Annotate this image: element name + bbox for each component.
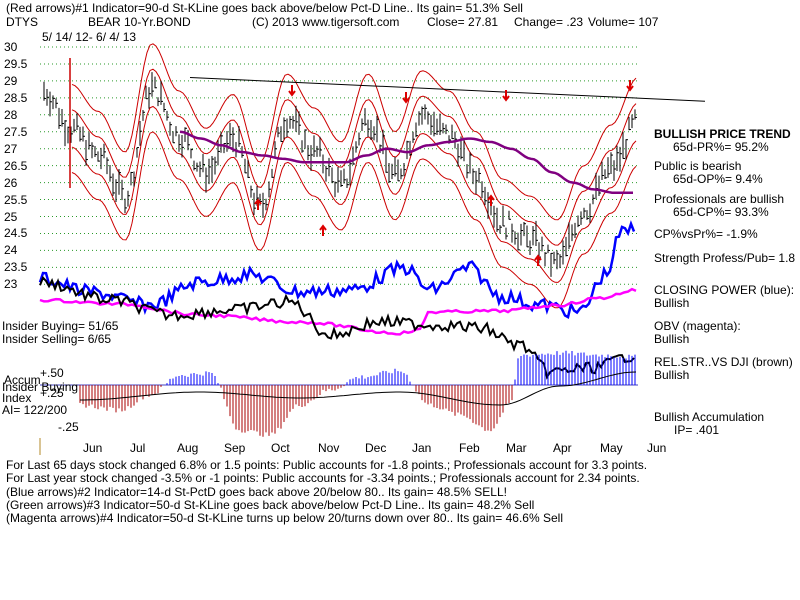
copyright-text: (C) 2013 www.tigersoft.com — [252, 15, 400, 29]
month-label: Jun — [647, 441, 666, 455]
close-value: Close= 27.81 — [427, 15, 499, 29]
rel-str-line — [39, 275, 635, 380]
inner-band — [71, 68, 637, 283]
price-bars — [43, 58, 637, 277]
public-status: Public is bearish — [654, 159, 742, 173]
resistance-line — [189, 77, 706, 102]
professionals-status: Professionals are bullish — [654, 192, 785, 206]
y-tick-label: 23 — [4, 277, 18, 292]
obv-title: OBV (magenta): — [654, 319, 741, 333]
y-tick-label: 30 — [4, 40, 18, 54]
sell-arrow — [288, 85, 296, 97]
lower-band-line — [71, 131, 637, 309]
y-tick-label: 23.5 — [4, 260, 28, 275]
month-label: Nov — [318, 441, 339, 455]
change-value: Change= .23 — [514, 15, 584, 29]
rel-str-path — [39, 275, 635, 380]
closing-power-line — [38, 220, 636, 319]
y-tick-label: 26.5 — [4, 158, 28, 173]
insider-buying-index-label: Insider Buying — [2, 380, 79, 394]
indicator-1-text: (Red arrows)#1 Indicator=90-d St-KLine g… — [6, 1, 523, 15]
upper-band-line — [71, 43, 637, 221]
moving-average-line — [179, 130, 633, 195]
pr-percent: 65d-PR%= 95.2% — [673, 140, 769, 154]
month-label: Sep — [224, 441, 246, 455]
y-tick-label: 27.5 — [4, 124, 28, 139]
closing-power-path — [38, 220, 636, 319]
symbol-label: DTYS — [6, 15, 39, 29]
accumulation-title: Bullish Accumulation — [654, 410, 765, 424]
signal-arrows — [254, 80, 634, 266]
month-label: Mar — [506, 441, 527, 455]
ip-mid-tick: +.25 — [40, 386, 64, 400]
month-label: May — [600, 441, 623, 455]
footer-line-4: (Green arrows)#3 Indicator=50-d St-KLine… — [6, 498, 535, 512]
inner-upper-band-line — [71, 68, 637, 246]
resistance-trendline — [189, 77, 706, 102]
cp-percent: 65d-CP%= 93.3% — [673, 205, 769, 219]
obv-line — [39, 287, 637, 336]
buy-arrow — [319, 224, 327, 236]
cp-vs-pr: CP%vsPr%= -1.9% — [654, 227, 758, 241]
accum-label: Accum — [4, 373, 41, 387]
y-tick-label: 29.5 — [4, 56, 28, 71]
op-percent: 65d-OP%= 9.4% — [673, 172, 763, 186]
insider-buying: Insider Buying= 51/65 — [2, 319, 119, 333]
footer-line-3: (Blue arrows)#2 Indicator=14-d St-PctD g… — [6, 485, 507, 499]
ip-top-tick: +.50 — [40, 366, 64, 380]
inner-lower-band-line — [71, 105, 637, 283]
y-tick-label: 28 — [4, 107, 18, 122]
month-label: Jan — [412, 441, 431, 455]
month-axis: Jun Jul Aug Sep Oct Nov Dec Jan Feb Mar Apr May Jun — [83, 441, 666, 455]
sell-arrow — [502, 90, 510, 102]
footer-line-2: For Last year stock changed -3.5% or -1 … — [6, 471, 640, 485]
month-label: Apr — [553, 441, 572, 455]
ip-neg-tick: -.25 — [58, 420, 79, 434]
obv-path — [39, 287, 637, 336]
month-label: Aug — [177, 441, 198, 455]
month-label: Jun — [83, 441, 102, 455]
upper-band — [71, 43, 637, 221]
insider-selling: Insider Selling= 6/65 — [2, 332, 112, 346]
month-label: Dec — [365, 441, 386, 455]
month-label: Oct — [271, 441, 290, 455]
y-tick-label: 24 — [4, 243, 18, 258]
lower-band — [71, 131, 637, 309]
ai-value: AI= 122/200 — [2, 403, 68, 417]
buy-arrow — [254, 198, 262, 210]
y-tick-label: 26 — [4, 175, 18, 190]
volume-value: Volume= 107 — [588, 15, 659, 29]
sell-arrow — [402, 92, 410, 104]
rel-str-status: Bullish — [654, 368, 690, 382]
y-tick-label: 25 — [4, 209, 18, 224]
strength-profess-pub: Strength Profess/Pub= 1.8 — [654, 251, 796, 265]
ip-value: IP= .401 — [674, 423, 720, 437]
sell-arrow — [626, 80, 634, 92]
security-name: BEAR 10-Yr.BOND — [88, 15, 191, 29]
y-tick-label: 25.5 — [4, 192, 28, 207]
date-range: 5/ 14/ 12- 6/ 4/ 13 — [42, 30, 137, 44]
y-tick-label: 27 — [4, 141, 18, 156]
obv-status: Bullish — [654, 332, 690, 346]
buy-arrow — [534, 254, 542, 266]
closing-power-status: Bullish — [654, 296, 690, 310]
closing-power-title: CLOSING POWER (blue): — [654, 283, 795, 297]
accumulation-ma-line — [80, 371, 637, 406]
y-tick-label: 24.5 — [4, 226, 28, 241]
month-label: Jul — [130, 441, 145, 455]
month-label: Feb — [459, 441, 480, 455]
y-tick-label: 29 — [4, 73, 18, 88]
footer-line-1: For Last 65 days stock changed 6.8% or 1… — [6, 458, 648, 472]
moving-average-path — [179, 130, 633, 195]
rel-str-title: REL.STR..VS DJI (brown) — [654, 355, 793, 369]
footer-line-5: (Magenta arrows)#4 Indicator=50-d St-KLi… — [6, 511, 563, 525]
price-trend-title: BULLISH PRICE TREND — [654, 127, 791, 141]
buy-arrow — [487, 194, 495, 206]
y-tick-label: 28.5 — [4, 90, 28, 105]
accumulation-histogram — [39, 350, 637, 455]
index-label: Index — [2, 391, 32, 405]
